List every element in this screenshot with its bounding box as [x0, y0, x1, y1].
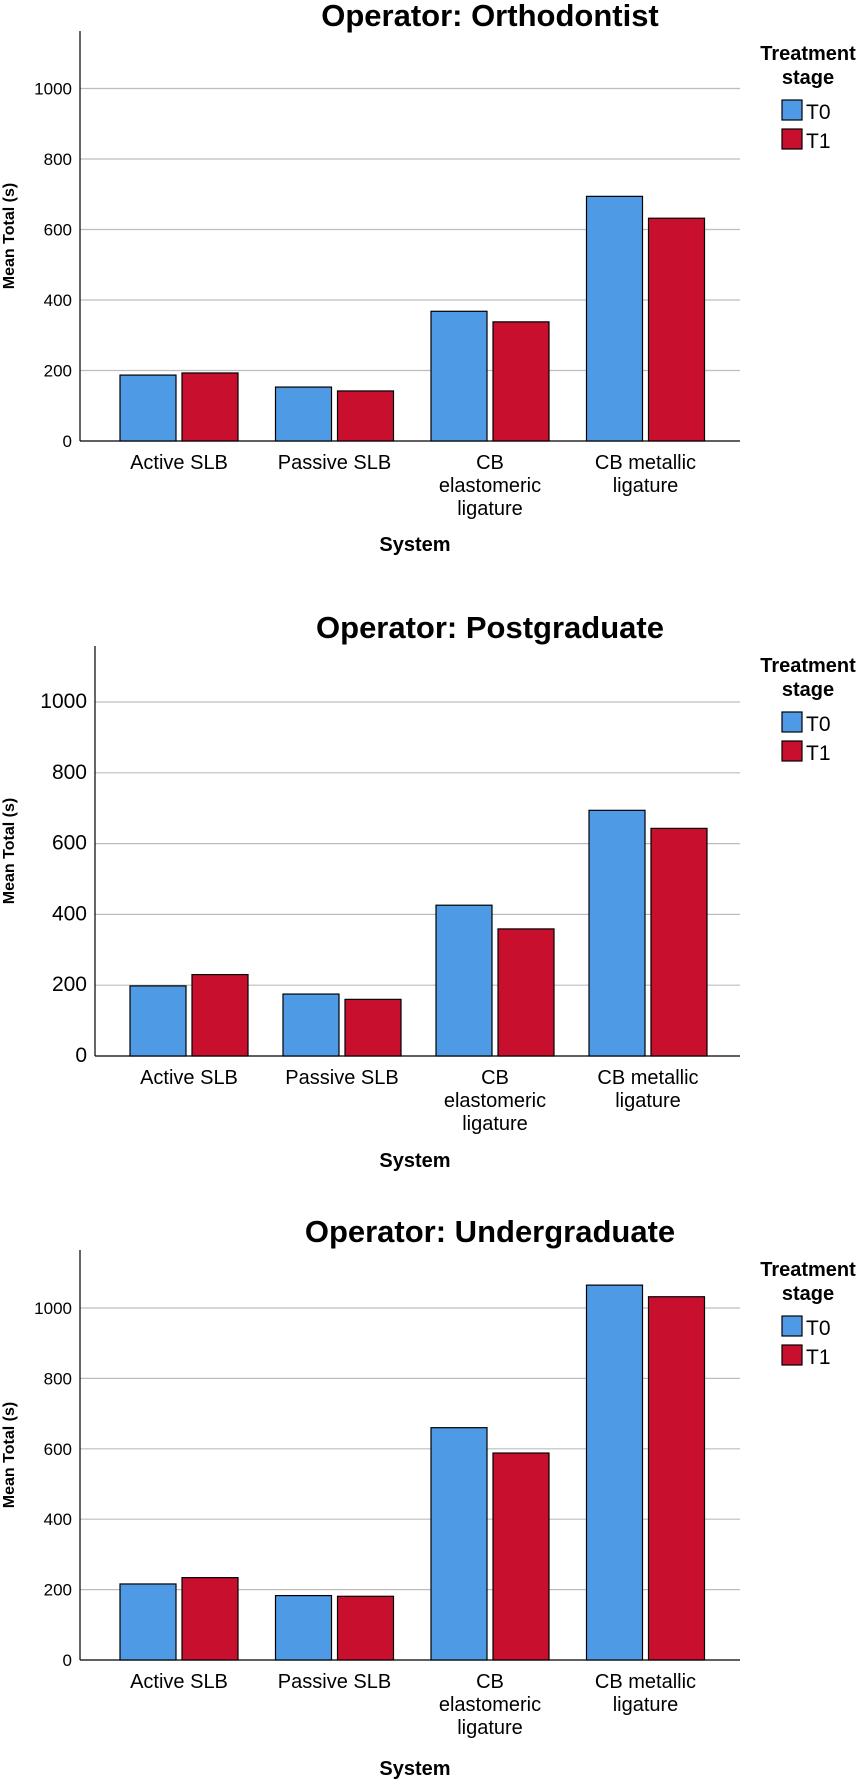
- bar-t0: [585, 1284, 644, 1661]
- x-tick-label: ligature: [613, 475, 679, 497]
- legend-swatch-t0: [781, 99, 803, 121]
- chart-title: Operator: Orthodontist: [321, 0, 659, 33]
- x-tick-label: Passive SLB: [278, 452, 391, 474]
- legend-title: stage: [782, 1283, 834, 1305]
- legend-swatch-t1: [781, 1344, 803, 1366]
- y-axis-title: Mean Total (s): [1, 1402, 18, 1508]
- bar-t0: [129, 985, 187, 1057]
- x-tick-label: elastomeric: [439, 1694, 541, 1716]
- chart-title: Operator: Postgraduate: [316, 610, 664, 645]
- bar-t0: [430, 1427, 488, 1661]
- bar-t1: [650, 827, 708, 1057]
- bar-t1: [336, 390, 395, 442]
- bar-t1: [647, 1296, 706, 1661]
- chart-panel-3: 0 200 400 600 800 1000 Active SLB Passive SLB CB…: [1, 1214, 856, 1780]
- x-tick-label: elastomeric: [439, 475, 541, 497]
- legend-label: T1: [806, 130, 831, 153]
- x-tick-label: elastomeric: [444, 1090, 546, 1112]
- bar-t1: [647, 217, 706, 442]
- x-tick-label: CB metallic: [595, 1671, 696, 1693]
- legend-title: Treatment: [760, 43, 856, 65]
- bar-t0: [274, 1594, 333, 1661]
- legend-swatch-t0: [781, 711, 803, 733]
- bar-t1: [181, 1577, 239, 1661]
- chart-panel-1: 0 200 400 600 800 1000 Active SLB Passive SLB CB…: [1, 0, 856, 556]
- x-tick-label: CB: [481, 1067, 509, 1089]
- x-tick-label: ligature: [457, 1717, 523, 1739]
- y-tick-label: 400: [44, 291, 72, 310]
- bar-t1: [497, 928, 555, 1057]
- legend-title: stage: [782, 679, 834, 701]
- x-tick-label: ligature: [457, 498, 523, 520]
- legend-label: T0: [806, 713, 831, 736]
- y-tick-label: 200: [52, 973, 87, 996]
- x-tick-label: Active SLB: [130, 1671, 228, 1693]
- y-tick-label: 800: [52, 761, 87, 784]
- y-tick-label: 800: [44, 1369, 72, 1388]
- x-axis-title: System: [379, 1150, 450, 1172]
- bar-t0: [435, 904, 493, 1057]
- legend-swatch-t1: [781, 128, 803, 150]
- x-tick-label: CB: [476, 1671, 504, 1693]
- y-tick-label: 200: [44, 362, 72, 381]
- x-tick-label: Passive SLB: [285, 1067, 398, 1089]
- chart-panel-2: 0 200 400 600 800 1000 Active SLB Passive SLB CB…: [1, 610, 856, 1172]
- legend-swatch-t0: [781, 1315, 803, 1337]
- x-tick-label: ligature: [613, 1694, 679, 1716]
- x-tick-label: CB metallic: [595, 452, 696, 474]
- bar-t0: [588, 809, 646, 1057]
- bar-t1: [344, 998, 402, 1057]
- y-tick-label: 400: [52, 902, 87, 925]
- y-tick-label: 0: [63, 1651, 72, 1670]
- chart-title: Operator: Undergraduate: [305, 1214, 675, 1249]
- legend-title: Treatment: [760, 1259, 856, 1281]
- x-tick-label: CB metallic: [597, 1067, 698, 1089]
- bar-t0: [282, 993, 340, 1057]
- bar-t0: [119, 1583, 177, 1661]
- legend-label: T1: [806, 1346, 831, 1369]
- y-axis-title: Mean Total (s): [1, 183, 18, 289]
- y-tick-label: 0: [63, 432, 72, 451]
- y-tick-label: 1000: [34, 1299, 72, 1318]
- y-tick-label: 800: [44, 150, 72, 169]
- bar-t0: [274, 386, 333, 442]
- bar-t1: [336, 1595, 395, 1661]
- x-axis-title: System: [379, 534, 450, 556]
- y-axis-title: Mean Total (s): [1, 798, 18, 904]
- bar-t1: [492, 1452, 550, 1661]
- x-tick-label: ligature: [615, 1090, 681, 1112]
- y-tick-label: 600: [52, 832, 87, 855]
- legend-label: T1: [806, 742, 831, 765]
- bar-t1: [191, 973, 249, 1057]
- legend-label: T0: [806, 1317, 831, 1340]
- legend-title: Treatment: [760, 655, 856, 677]
- bar-t0: [430, 310, 488, 442]
- legend-swatch-t1: [781, 740, 803, 762]
- x-tick-label: CB: [476, 452, 504, 474]
- x-tick-label: Active SLB: [140, 1067, 238, 1089]
- y-tick-label: 600: [44, 1440, 72, 1459]
- bar-t1: [492, 321, 550, 442]
- x-tick-label: Passive SLB: [278, 1671, 391, 1693]
- x-tick-label: ligature: [462, 1113, 528, 1135]
- legend-label: T0: [806, 101, 831, 124]
- y-tick-label: 0: [75, 1044, 87, 1067]
- bar-t0: [585, 195, 644, 442]
- legend-title: stage: [782, 67, 834, 89]
- x-axis-title: System: [379, 1758, 450, 1780]
- y-tick-label: 400: [44, 1510, 72, 1529]
- y-tick-label: 1000: [34, 80, 72, 99]
- y-tick-label: 600: [44, 221, 72, 240]
- bar-t1: [181, 372, 239, 442]
- x-tick-label: Active SLB: [130, 452, 228, 474]
- y-tick-label: 1000: [40, 690, 87, 713]
- y-tick-label: 200: [44, 1581, 72, 1600]
- bar-t0: [119, 374, 177, 442]
